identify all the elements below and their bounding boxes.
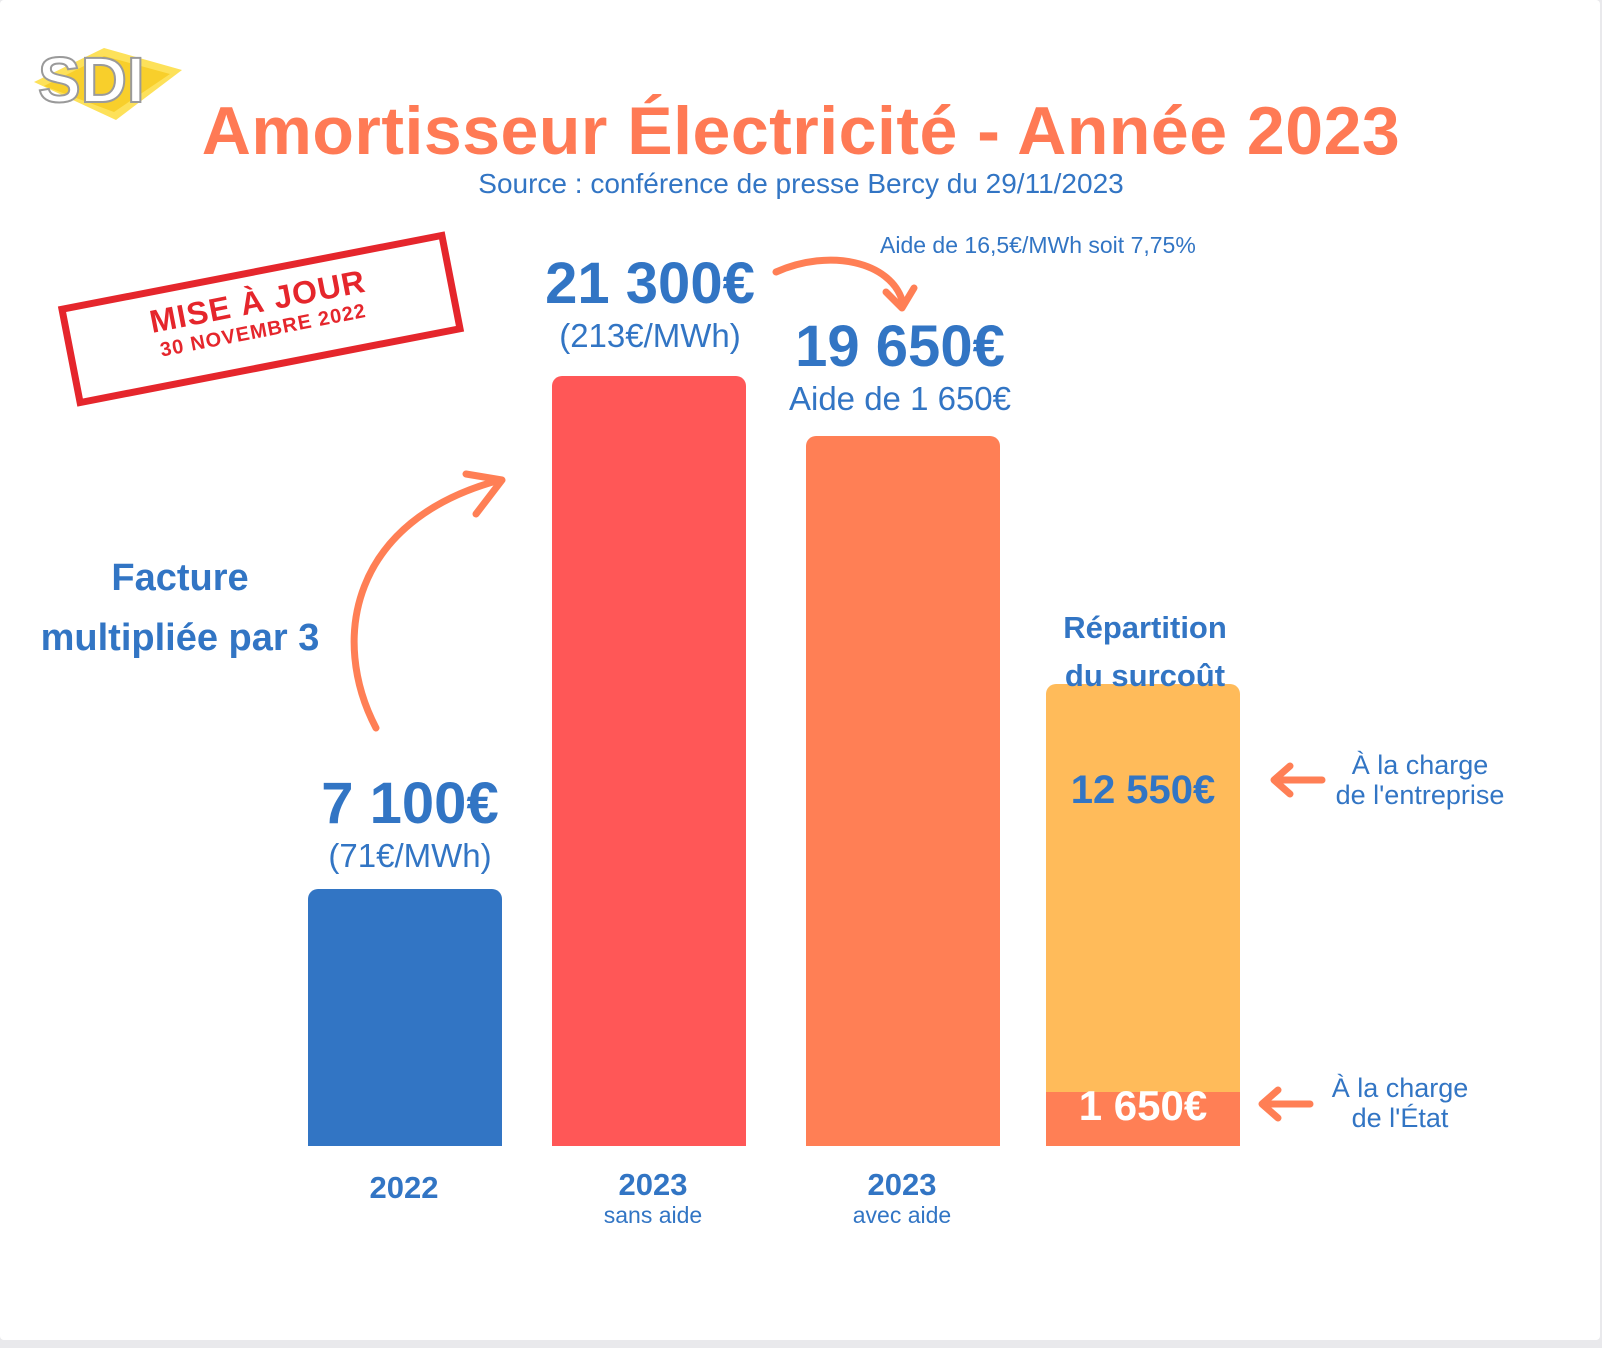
state-arrowhead (1258, 1086, 1282, 1122)
company-share-line1: À la charge (1351, 750, 1489, 780)
state-share-line2: de l'État (1351, 1103, 1449, 1133)
page-subtitle: Source : conférence de presse Bercy du 2… (478, 168, 1124, 199)
segment-state (1046, 1092, 1240, 1146)
category-2022-label: 2022 (369, 1170, 439, 1205)
page-title: Amortisseur Électricité - Année 2023 (201, 93, 1401, 169)
bar-2023-sans-value: 21 300€ (545, 251, 755, 316)
growth-arrow (350, 476, 504, 732)
multiplier-line1: Facture (111, 557, 249, 599)
bar-2023-sans-rate: (213€/MWh) (559, 317, 741, 354)
category-2023-avec: 2023 avec aide (802, 1167, 1002, 1230)
logo-text: SDI (38, 44, 145, 116)
breakdown-line2: du surcoût (1064, 658, 1226, 693)
aid-arrow (772, 256, 906, 304)
bar-2023-sans-labels: 21 300€ (213€/MWh) (520, 250, 780, 355)
bar-2023-avec-labels: 19 650€ Aide de 1 650€ (770, 313, 1030, 418)
category-2023-sans-sublabel: sans aide (603, 1202, 703, 1228)
breakdown-title: Répartition du surcoût (1030, 604, 1260, 700)
bar-2022 (308, 889, 502, 1146)
bar-2023-avec-aide (806, 435, 1000, 1146)
aid-rate-note: Aide de 16,5€/MWh soit 7,75% (880, 232, 1196, 258)
segment-state-label: 1 650€ (1078, 1082, 1208, 1129)
multiplier-line2: multipliée par 3 (40, 617, 320, 659)
multiplier-note: Facture multipliée par 3 (0, 548, 360, 668)
aid-arrowhead (882, 284, 918, 312)
state-share-note: À la charge de l'État (1300, 1073, 1500, 1133)
sdi-logo: SDI (34, 43, 182, 120)
company-arrowhead (1270, 762, 1294, 798)
bar-2022-labels: 7 100€ (71€/MWh) (300, 770, 520, 875)
state-share-line1: À la charge (1331, 1073, 1469, 1103)
category-2023-sans-label: 2023 (618, 1167, 688, 1202)
bar-2022-rate: (71€/MWh) (328, 837, 492, 874)
segment-company (1046, 684, 1240, 1093)
company-share-note: À la charge de l'entreprise (1320, 750, 1520, 810)
segment-company-label: 12 550€ (1070, 768, 1216, 812)
category-2023-avec-sublabel: avec aide (852, 1202, 952, 1228)
breakdown-line1: Répartition (1063, 610, 1227, 645)
bar-2023-avec-value: 19 650€ (795, 314, 1005, 379)
growth-arrowhead (462, 470, 506, 518)
company-share-line2: de l'entreprise (1335, 780, 1505, 810)
bar-2023-avec-aid: Aide de 1 650€ (788, 380, 1012, 417)
bar-2023-sans-aide (552, 376, 746, 1146)
category-2023-sans: 2023 sans aide (553, 1167, 753, 1230)
category-2023-avec-label: 2023 (867, 1167, 937, 1202)
category-2022: 2022 (304, 1170, 504, 1206)
bar-2022-value: 7 100€ (321, 771, 499, 836)
